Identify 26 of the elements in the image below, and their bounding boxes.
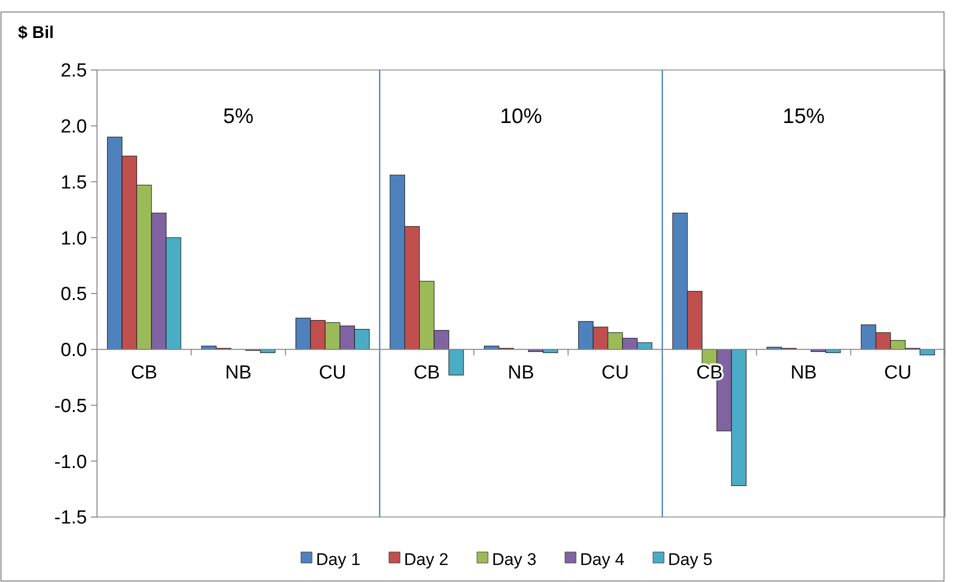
x-tick-label: CU [601,362,629,384]
annotation: 15% [782,105,825,128]
y-tick-label: 1.0 [60,228,87,250]
y-tick-label: 0.0 [60,340,87,362]
y-tick-label: 1.5 [60,172,87,194]
legend-label: Day 4 [580,550,624,569]
y-tick-label: -0.5 [54,396,87,417]
y-tick-label: -1.5 [54,508,87,529]
x-tick-label: CB [414,362,440,384]
annotation: 5% [223,105,254,128]
x-tick-label: NB [508,362,534,384]
x-tick-label: NB [790,362,817,384]
x-tick-label: CB [130,362,158,384]
y-tick-label: -1.0 [54,452,87,473]
legend-label: Day 5 [668,550,712,569]
y-tick-label: 2.0 [60,116,87,138]
x-tick-label: CU [318,362,346,384]
y-axis-title: $ Bil [18,23,54,42]
legend-label: Day 1 [316,550,360,569]
x-tick-label: CU [884,362,912,384]
annotation: 10% [500,105,542,128]
legend-label: Day 2 [404,550,448,569]
y-tick-label: 0.5 [60,284,87,306]
y-tick-label: 2.5 [60,60,87,82]
legend-label: Day 3 [492,550,536,569]
x-tick-label: NB [225,362,252,384]
